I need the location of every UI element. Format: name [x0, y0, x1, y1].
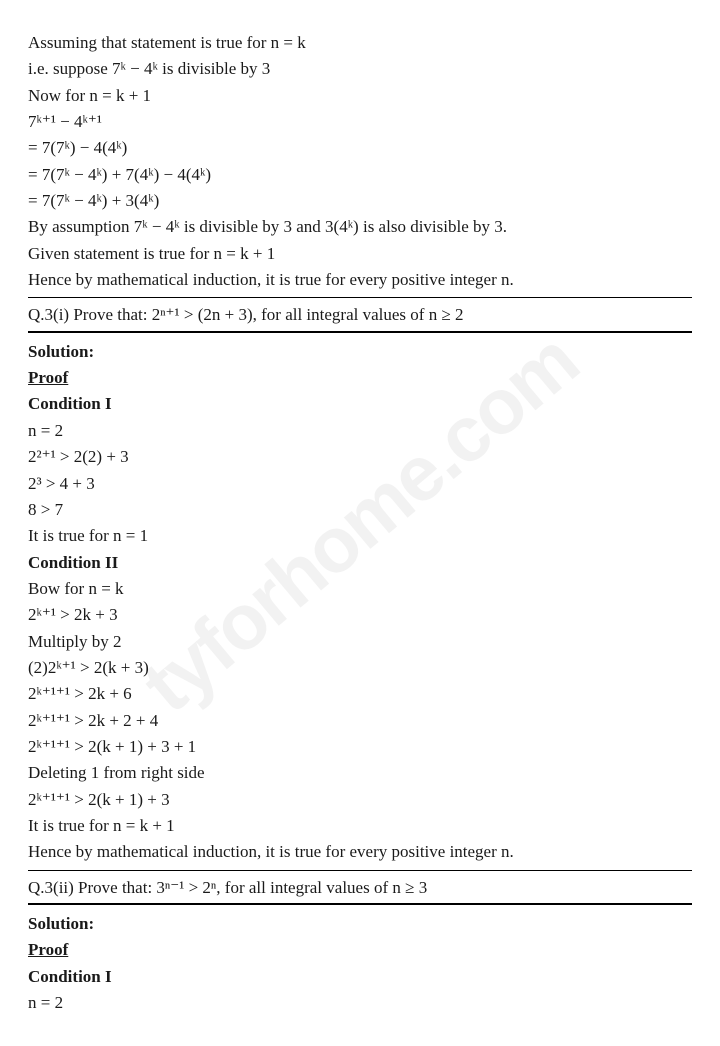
intro-line: = 7(7ᵏ) − 4(4ᵏ) [28, 135, 692, 161]
condition-heading: Condition I [28, 964, 692, 990]
proof-line: Hence by mathematical induction, it is t… [28, 839, 692, 865]
intro-line: i.e. suppose 7ᵏ − 4ᵏ is divisible by 3 [28, 56, 692, 82]
divider [28, 870, 692, 871]
divider [28, 331, 692, 333]
proof-line: 2ᵏ⁺¹ > 2k + 3 [28, 602, 692, 628]
proof-line: n = 2 [28, 418, 692, 444]
proof-line: 8 > 7 [28, 497, 692, 523]
proof-line: 2ᵏ⁺¹⁺¹ > 2k + 6 [28, 681, 692, 707]
proof-heading: Proof [28, 365, 692, 391]
condition-heading: Condition I [28, 391, 692, 417]
proof-line: Deleting 1 from right side [28, 760, 692, 786]
proof-line: Bow for n = k [28, 576, 692, 602]
intro-line: By assumption 7ᵏ − 4ᵏ is divisible by 3 … [28, 214, 692, 240]
proof-line: Multiply by 2 [28, 629, 692, 655]
question-title: Q.3(i) Prove that: 2ⁿ⁺¹ > (2n + 3), for … [28, 302, 692, 328]
proof-line: 2ᵏ⁺¹⁺¹ > 2(k + 1) + 3 + 1 [28, 734, 692, 760]
proof-line: 2³ > 4 + 3 [28, 471, 692, 497]
intro-line: = 7(7ᵏ − 4ᵏ) + 7(4ᵏ) − 4(4ᵏ) [28, 162, 692, 188]
proof-line: n = 2 [28, 990, 692, 1016]
proof-line: 2ᵏ⁺¹⁺¹ > 2k + 2 + 4 [28, 708, 692, 734]
divider [28, 297, 692, 298]
intro-line: Given statement is true for n = k + 1 [28, 241, 692, 267]
proof-heading: Proof [28, 937, 692, 963]
proof-line: 2ᵏ⁺¹⁺¹ > 2(k + 1) + 3 [28, 787, 692, 813]
intro-line: Now for n = k + 1 [28, 83, 692, 109]
proof-line: It is true for n = 1 [28, 523, 692, 549]
intro-line: Assuming that statement is true for n = … [28, 30, 692, 56]
intro-line: 7ᵏ⁺¹ − 4ᵏ⁺¹ [28, 109, 692, 135]
divider [28, 903, 692, 905]
condition-heading: Condition II [28, 550, 692, 576]
proof-line: It is true for n = k + 1 [28, 813, 692, 839]
intro-line: = 7(7ᵏ − 4ᵏ) + 3(4ᵏ) [28, 188, 692, 214]
question-title: Q.3(ii) Prove that: 3ⁿ⁻¹ > 2ⁿ, for all i… [28, 875, 692, 901]
solution-heading: Solution: [28, 339, 692, 365]
intro-line: Hence by mathematical induction, it is t… [28, 267, 692, 293]
proof-line: 2²⁺¹ > 2(2) + 3 [28, 444, 692, 470]
proof-line: (2)2ᵏ⁺¹ > 2(k + 3) [28, 655, 692, 681]
solution-heading: Solution: [28, 911, 692, 937]
